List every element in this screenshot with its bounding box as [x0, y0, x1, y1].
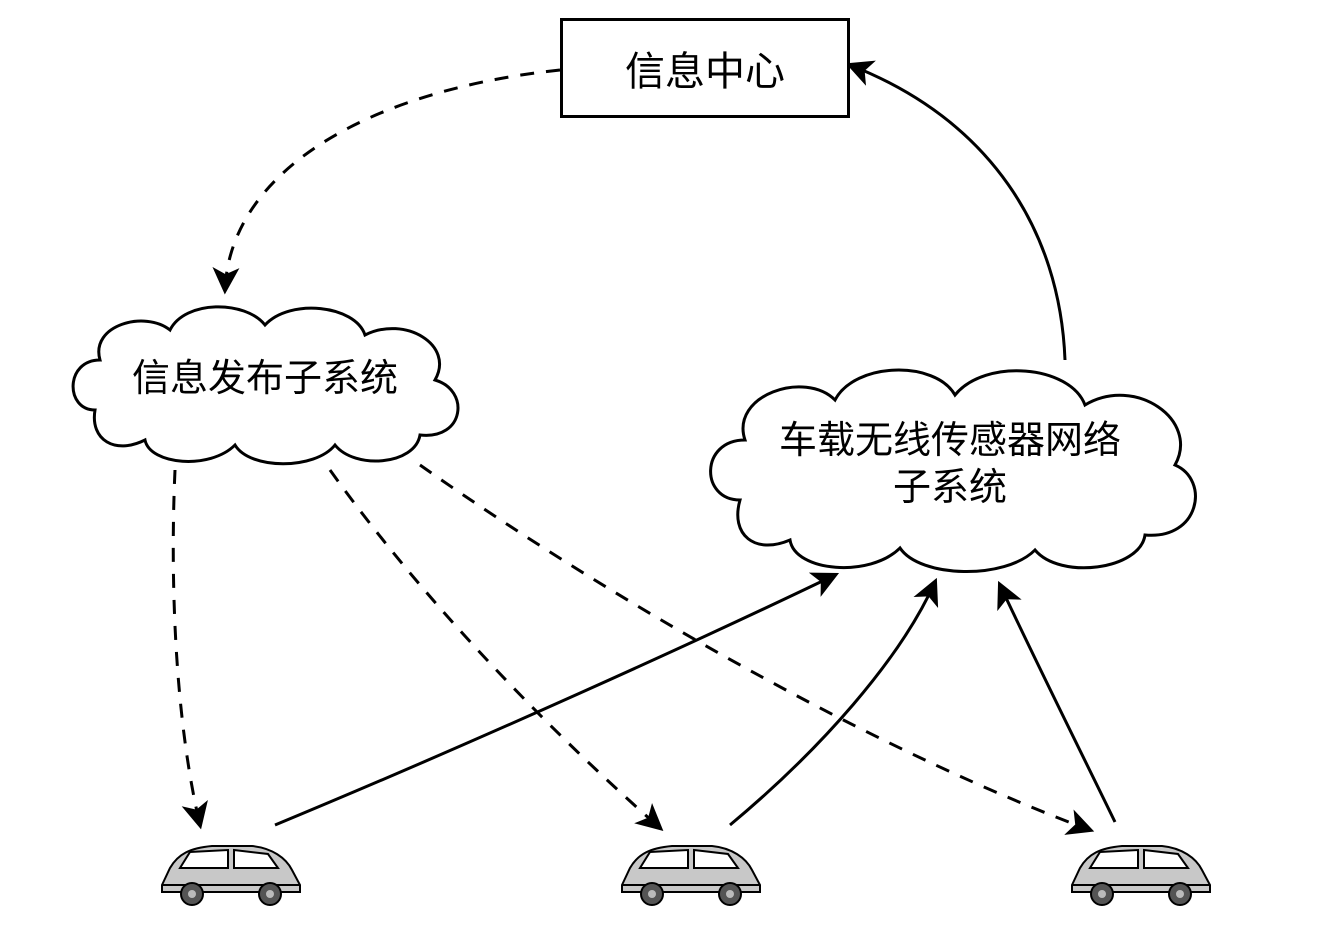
edge-car3-to-sensor_subsys — [1000, 585, 1115, 822]
cloud-shape — [690, 350, 1210, 580]
cloud-shape — [55, 290, 475, 470]
car-2 — [610, 830, 770, 910]
edge-sensor_subsys-to-info_center — [850, 65, 1065, 360]
edge-publish_subsys-to-car2 — [330, 470, 660, 828]
info-center-label: 信息中心 — [625, 39, 785, 97]
edge-publish_subsys-to-car1 — [173, 470, 200, 825]
info-center-box: 信息中心 — [560, 18, 850, 118]
edge-car1-to-sensor_subsys — [275, 575, 835, 825]
car-1 — [150, 830, 310, 910]
sensor-subsystem-cloud: 车载无线传感器网络 子系统 — [690, 350, 1210, 580]
diagram-canvas: 信息中心 信息发布子系统 车载无线传感器网络 子系统 — [0, 0, 1324, 929]
publish-subsystem-cloud: 信息发布子系统 — [55, 290, 475, 470]
car-3 — [1060, 830, 1220, 910]
edge-car2-to-sensor_subsys — [730, 582, 935, 825]
edge-info_center-to-publish_subsys — [225, 70, 560, 290]
